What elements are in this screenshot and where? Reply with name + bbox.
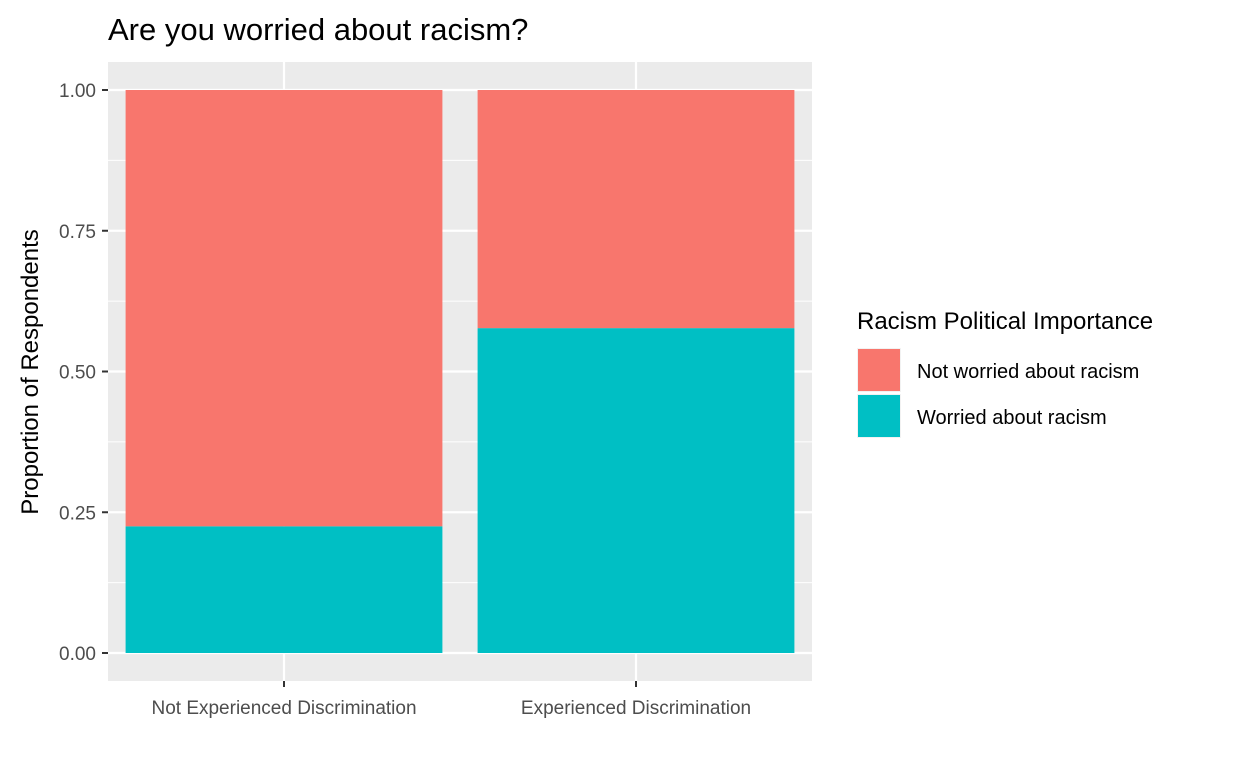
y-axis-title: Proportion of Respondents bbox=[17, 229, 44, 515]
y-tick-label: 1.00 bbox=[59, 81, 96, 102]
legend: Racism Political Importance Not worried … bbox=[857, 308, 1153, 438]
legend-title: Racism Political Importance bbox=[857, 308, 1153, 335]
legend-swatch bbox=[858, 395, 900, 437]
y-tick-label: 0.75 bbox=[59, 222, 96, 243]
y-tick-label: 0.50 bbox=[59, 363, 96, 384]
y-axis: 0.00 0.25 0.50 0.75 1.00 bbox=[59, 81, 108, 665]
y-tick-label: 0.25 bbox=[59, 503, 96, 524]
x-axis: Not Experienced Discrimination Experience… bbox=[151, 681, 751, 719]
legend-label: Worried about racism bbox=[917, 407, 1107, 429]
bar-segment bbox=[125, 526, 443, 653]
bar-segment bbox=[125, 90, 443, 527]
legend-label: Not worried about racism bbox=[917, 361, 1139, 383]
bar-segment bbox=[477, 328, 795, 653]
x-tick-label: Experienced Discrimination bbox=[521, 698, 751, 719]
bars bbox=[125, 90, 795, 653]
x-tick-label: Not Experienced Discrimination bbox=[151, 698, 416, 719]
y-tick-label: 0.00 bbox=[59, 644, 96, 665]
chart-title: Are you worried about racism? bbox=[108, 12, 528, 47]
legend-swatch bbox=[858, 349, 900, 391]
bar-segment bbox=[477, 90, 795, 329]
